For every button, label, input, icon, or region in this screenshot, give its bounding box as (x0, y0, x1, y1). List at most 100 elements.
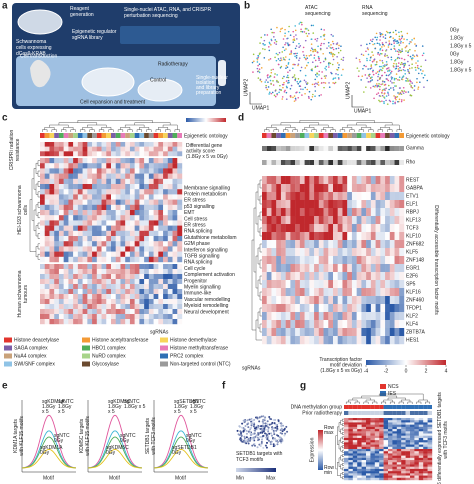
umap-point (381, 43, 384, 46)
umap-point (272, 84, 275, 86)
umap-point (287, 82, 289, 84)
heatmap-cell (49, 256, 55, 263)
heatmap-cell (125, 230, 131, 237)
heatmap-cell (309, 208, 315, 217)
heatmap-cell (77, 279, 83, 285)
heatmap-cell (337, 256, 343, 265)
heatmap-cell (54, 284, 60, 290)
gamma-cell (290, 146, 296, 151)
umap-point (375, 72, 377, 75)
heatmap-cell (266, 232, 272, 241)
heatmap-cell (125, 168, 131, 174)
heatmap-cell (63, 220, 69, 226)
label: ATAC sequencing (305, 5, 331, 17)
heatmap-cell (414, 420, 419, 423)
radiotherapy-cell (405, 411, 410, 415)
heatmap-cell (262, 192, 267, 201)
umap-point (426, 79, 429, 82)
dendrogram (165, 129, 171, 132)
rho-cell (262, 160, 267, 165)
heatmap-cell (366, 192, 372, 201)
umap-point (385, 99, 387, 102)
heatmap-cell (172, 304, 178, 310)
heatmap-cell (68, 274, 74, 280)
umap-point (332, 42, 335, 45)
umap-point (369, 87, 372, 89)
heatmap-cell (120, 264, 126, 270)
heatmap-cell (111, 220, 116, 226)
heatmap-cell (370, 336, 376, 345)
heatmap-cell (385, 296, 390, 305)
umap-point (407, 68, 409, 71)
heatmap-cell (177, 168, 183, 174)
heatmap-cell (356, 256, 362, 265)
heatmap-cell (392, 424, 397, 428)
umap-point (395, 73, 398, 75)
legend-entry: 0Gy (450, 51, 460, 57)
radiotherapy-cell (427, 411, 432, 415)
dendrogram (342, 445, 344, 449)
heatmap-cell (356, 272, 362, 281)
heatmap-cell (125, 274, 131, 280)
heatmap-cell (357, 468, 362, 472)
umap-point (306, 28, 308, 30)
heatmap-cell (177, 220, 183, 226)
heatmap-cell (379, 420, 384, 423)
heatmap-cell (405, 418, 411, 421)
dendrogram (259, 275, 262, 285)
heatmap-cell (96, 314, 102, 320)
heatmap-cell (115, 168, 121, 174)
heatmap-cell (418, 429, 424, 432)
heatmap-cell (163, 284, 168, 290)
heatmap-cell (92, 199, 97, 205)
heatmap-cell (73, 264, 79, 270)
umap-point (300, 88, 302, 90)
heatmap-cell (394, 280, 400, 289)
text-line: and library (196, 85, 220, 91)
heatmap-cell (177, 294, 183, 300)
colorbar-tick-label: 0 (405, 368, 408, 374)
rho-cell (299, 160, 305, 165)
ontology-cell (299, 133, 305, 138)
heatmap-cell (125, 146, 131, 152)
heatmap-cell (333, 296, 338, 305)
ontology-cell (370, 133, 376, 138)
pathway-label: Interferon signalling (184, 247, 228, 253)
heatmap-cell (423, 442, 428, 445)
heatmap-cell (410, 446, 415, 450)
umap-point (271, 421, 274, 424)
heatmap-cell (309, 232, 315, 241)
umap-point (260, 438, 263, 441)
heatmap-cell (337, 208, 343, 217)
heatmap-cell (167, 189, 173, 195)
heatmap-cell (158, 230, 164, 237)
heatmap-cell (318, 184, 324, 193)
heatmap-cell (348, 426, 353, 430)
heatmap-cell (370, 464, 375, 467)
dendrogram (98, 129, 105, 132)
heatmap-cell (290, 208, 296, 217)
text-line: x 5 (58, 409, 65, 415)
heatmap-cell (262, 264, 267, 273)
label: UMAP2 (345, 82, 351, 99)
heatmap-cell (73, 146, 79, 152)
heatmap-cell (129, 173, 135, 179)
umap-point (256, 70, 259, 73)
heatmap-cell (139, 241, 145, 247)
umap-point (320, 36, 322, 38)
heatmap-cell (172, 142, 178, 147)
dendrogram (259, 211, 262, 221)
heatmap-cell (266, 248, 272, 257)
umap-point (393, 42, 395, 44)
heatmap-cell (347, 208, 353, 217)
heatmap-cell (54, 158, 60, 164)
heatmap-cell (374, 442, 380, 445)
umap-point (362, 68, 364, 70)
dendrogram (33, 209, 36, 231)
umap-point (318, 59, 320, 61)
methylation-cell (366, 405, 371, 409)
heatmap-cell (96, 230, 102, 237)
heatmap-cell (153, 230, 159, 237)
heatmap-cell (348, 446, 353, 450)
umap-point (404, 69, 406, 72)
